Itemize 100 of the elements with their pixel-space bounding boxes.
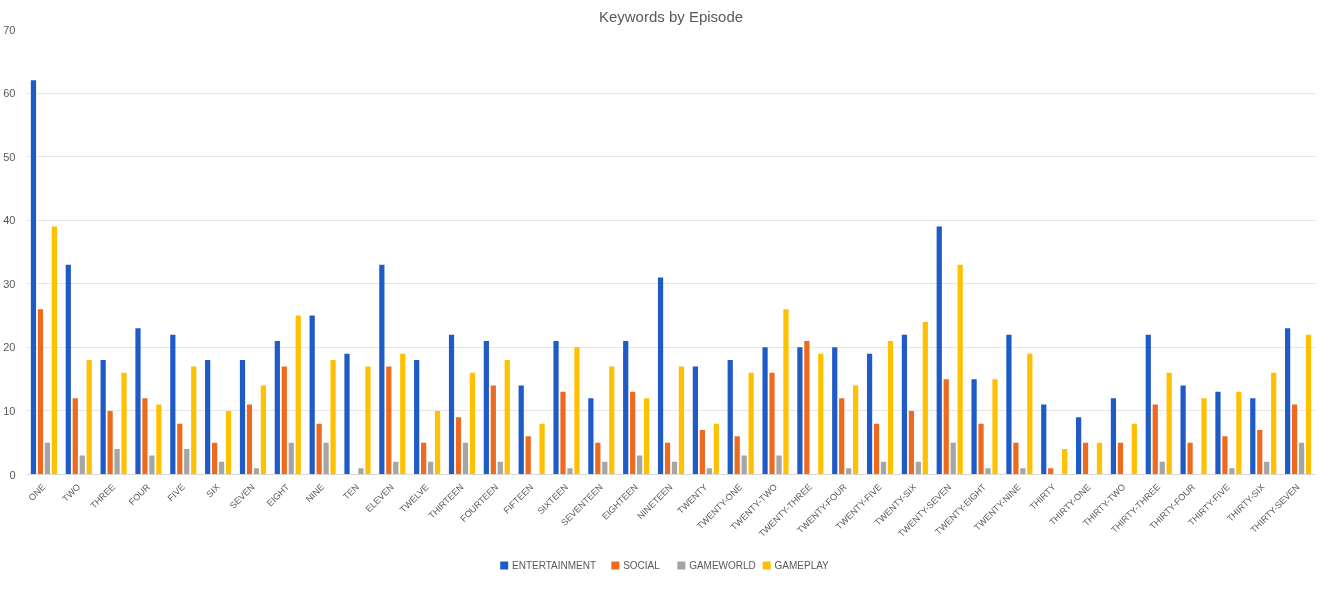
bar <box>1166 372 1172 475</box>
bar <box>727 360 733 475</box>
bar <box>65 264 71 475</box>
bar <box>428 461 434 475</box>
bar <box>1291 404 1298 475</box>
bar <box>943 379 949 475</box>
bar <box>246 404 253 475</box>
bar <box>184 449 190 475</box>
bar <box>595 442 601 475</box>
bar <box>567 468 573 475</box>
bar <box>901 334 908 475</box>
bar <box>434 410 441 475</box>
bar <box>657 277 664 475</box>
bar <box>539 423 545 475</box>
bar <box>706 468 712 475</box>
bar <box>483 341 489 475</box>
bar <box>1229 468 1235 475</box>
bar <box>915 461 921 475</box>
bar <box>330 360 336 475</box>
bar <box>992 379 998 475</box>
x-tick-label: TEN <box>341 481 361 502</box>
bar <box>86 360 92 475</box>
bar <box>1187 442 1193 475</box>
bar <box>671 461 678 475</box>
bar <box>170 334 176 475</box>
bar <box>316 423 322 475</box>
bar <box>1131 423 1137 475</box>
bar <box>1082 442 1089 475</box>
bar <box>985 468 991 475</box>
bar <box>1110 398 1117 475</box>
bar <box>309 315 315 475</box>
bar <box>1201 398 1207 475</box>
y-tick-label: 50 <box>3 150 16 163</box>
y-tick-label: 40 <box>3 214 16 227</box>
x-tick-label: SIX <box>204 481 222 500</box>
bar <box>971 379 977 475</box>
bar <box>344 353 350 475</box>
bar <box>177 423 183 475</box>
bar <box>797 347 803 475</box>
y-tick-label: 20 <box>3 341 16 354</box>
bar <box>288 442 294 475</box>
y-tick-label: 70 <box>3 23 16 36</box>
bar <box>386 366 392 475</box>
bar <box>30 80 37 475</box>
bar <box>1062 449 1068 475</box>
bar <box>637 455 643 475</box>
bar <box>769 372 775 475</box>
bar <box>553 341 559 475</box>
bar <box>1250 398 1256 475</box>
bar <box>281 366 287 475</box>
bar <box>497 461 503 475</box>
bar <box>107 410 113 475</box>
bar <box>664 442 671 475</box>
bar <box>414 360 420 475</box>
bar <box>1305 334 1312 475</box>
bar <box>393 461 399 475</box>
bar <box>149 455 155 475</box>
bar <box>1271 372 1277 475</box>
legend-label: SOCIAL <box>623 560 661 571</box>
bar <box>1117 442 1124 475</box>
bar <box>853 385 859 475</box>
bar <box>1013 442 1019 475</box>
bar <box>644 398 650 475</box>
bar <box>804 341 810 475</box>
bar <box>1298 442 1305 475</box>
legend-label: ENTERTAINMENT <box>512 560 597 571</box>
bar <box>455 417 462 475</box>
bar <box>880 461 887 475</box>
bar <box>832 347 838 475</box>
bar <box>873 423 880 475</box>
bar <box>936 226 942 475</box>
bar <box>734 436 740 475</box>
bar <box>51 226 57 475</box>
bar <box>1027 353 1033 475</box>
bar <box>295 315 301 475</box>
bar <box>525 436 531 475</box>
bar <box>560 391 566 475</box>
bar <box>1048 468 1054 475</box>
bar <box>421 442 427 475</box>
bar <box>323 442 329 475</box>
bar <box>846 468 852 475</box>
bar <box>978 423 984 475</box>
bar <box>623 341 629 475</box>
bar <box>1020 468 1026 475</box>
bar <box>253 468 260 475</box>
bar <box>260 385 267 475</box>
bar <box>239 360 246 475</box>
bar <box>908 410 914 475</box>
bar <box>379 264 385 475</box>
bar <box>699 430 705 475</box>
bar <box>518 385 524 475</box>
bar <box>121 372 127 475</box>
bar <box>839 398 845 475</box>
bar <box>1222 436 1228 475</box>
bar <box>588 398 594 475</box>
bar <box>776 455 782 475</box>
bar <box>1145 334 1151 475</box>
bar <box>218 461 225 475</box>
bar <box>957 264 963 475</box>
bar <box>678 366 685 475</box>
